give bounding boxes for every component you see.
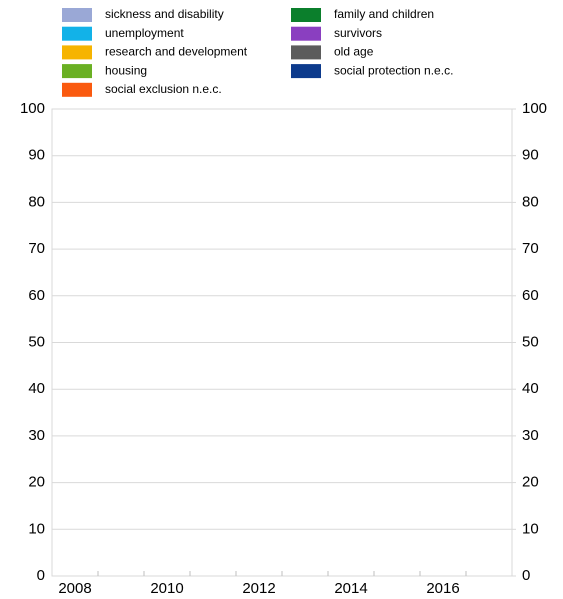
legend-swatch xyxy=(291,64,321,79)
y2-tick-label: 0 xyxy=(522,567,530,584)
legend-label: old age xyxy=(334,45,374,59)
y-tick-label: 70 xyxy=(28,240,45,257)
legend-swatch xyxy=(62,45,92,60)
legend-swatch xyxy=(291,8,321,22)
legend-label: social protection n.e.c. xyxy=(334,63,453,77)
y-tick-label: 40 xyxy=(28,380,45,397)
y2-tick-label: 40 xyxy=(522,380,539,397)
y2-tick-label: 70 xyxy=(522,240,539,257)
legend-label: social exclusion n.e.c. xyxy=(105,82,222,96)
x-tick-label: 2016 xyxy=(426,580,459,597)
legend-swatch xyxy=(291,26,321,41)
legend-swatch xyxy=(62,8,92,22)
y-tick-label: 20 xyxy=(28,474,45,491)
y-tick-label: 60 xyxy=(28,287,45,304)
y-tick-label: 10 xyxy=(28,520,45,537)
legend-label: survivors xyxy=(334,26,382,40)
y2-tick-label: 60 xyxy=(522,287,539,304)
legend-label: family and children xyxy=(334,7,434,21)
y-tick-label: 30 xyxy=(28,427,45,444)
y2-tick-label: 20 xyxy=(522,474,539,491)
y2-tick-label: 80 xyxy=(522,193,539,210)
y2-tick-label: 100 xyxy=(522,100,547,117)
x-tick-label: 2008 xyxy=(58,580,91,597)
y-tick-label: 90 xyxy=(28,147,45,164)
legend-label: unemployment xyxy=(105,26,184,40)
legend-label: research and development xyxy=(105,45,248,59)
legend-swatch xyxy=(291,45,321,60)
y2-tick-label: 10 xyxy=(522,520,539,537)
x-tick-label: 2010 xyxy=(150,580,183,597)
y2-tick-label: 30 xyxy=(522,427,539,444)
legend-label: sickness and disability xyxy=(105,7,224,21)
legend-label: housing xyxy=(105,63,147,77)
y-tick-label: 100 xyxy=(20,100,45,117)
x-tick-label: 2012 xyxy=(242,580,275,597)
legend-swatch xyxy=(62,26,92,41)
y2-tick-label: 50 xyxy=(522,333,539,350)
y2-tick-label: 90 xyxy=(522,147,539,164)
legend-swatch xyxy=(62,82,92,97)
y-tick-label: 80 xyxy=(28,193,45,210)
legend-swatch xyxy=(62,64,92,79)
y-tick-label: 50 xyxy=(28,333,45,350)
y-tick-label: 0 xyxy=(37,567,45,584)
x-tick-label: 2014 xyxy=(334,580,367,597)
